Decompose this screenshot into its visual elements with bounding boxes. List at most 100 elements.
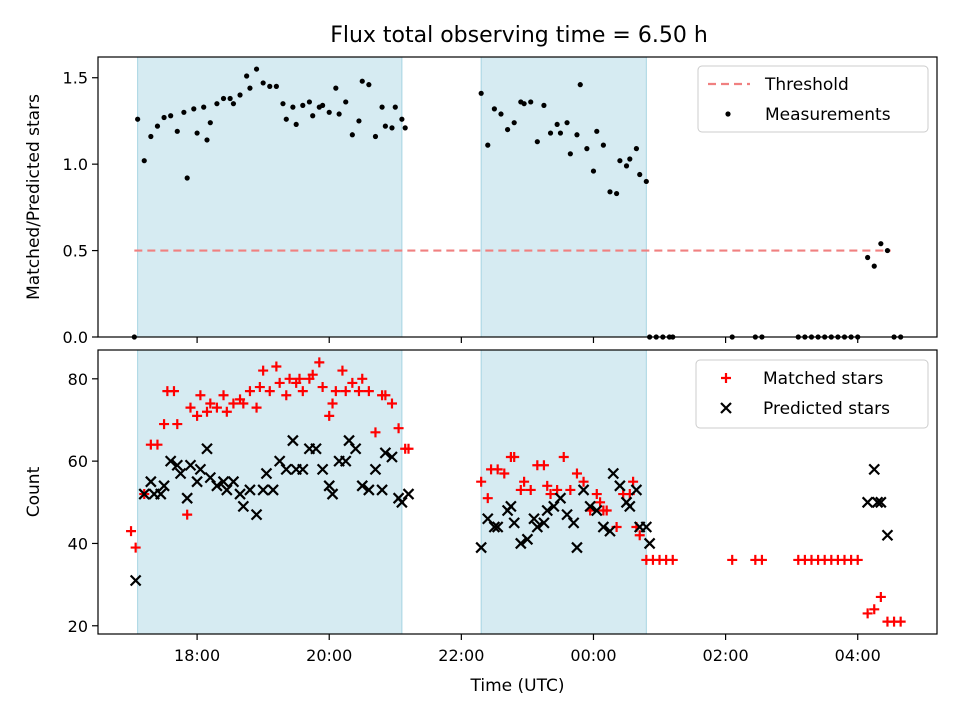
data-point [871, 496, 884, 509]
y-tick-label: 80 [68, 370, 88, 389]
data-point [498, 111, 504, 117]
data-point [201, 104, 207, 110]
figure-title: Flux total observing time = 6.50 h [330, 23, 708, 48]
data-point [211, 402, 222, 413]
data-point [392, 104, 398, 110]
data-point [237, 92, 243, 98]
data-point [267, 83, 273, 89]
data-point [597, 521, 610, 533]
axes-frame [97, 349, 938, 635]
data-point [554, 121, 560, 128]
data-point [491, 521, 504, 533]
data-point [396, 496, 408, 509]
data-point [376, 484, 388, 496]
data-point [260, 467, 273, 480]
observing-span-1 [480, 56, 647, 338]
data-point [349, 132, 355, 138]
data-point [126, 526, 137, 537]
data-point [379, 447, 392, 459]
x-tick-label: 00:00 [570, 646, 616, 665]
data-point [541, 102, 547, 108]
data-point [251, 402, 262, 413]
data-point [558, 452, 569, 463]
data-point [607, 467, 620, 480]
legend-label: Predicted stars [763, 399, 890, 419]
data-point [294, 373, 305, 384]
data-point [571, 468, 582, 479]
data-point [326, 109, 332, 115]
data-point [628, 476, 639, 487]
data-point [227, 475, 240, 488]
data-point [640, 521, 653, 533]
data-point [594, 128, 600, 134]
data-point [756, 554, 767, 565]
data-point [347, 377, 358, 388]
data-point [191, 475, 203, 488]
data-point [386, 398, 397, 409]
data-point [475, 541, 487, 554]
data-point [380, 390, 391, 401]
data-point [525, 484, 536, 495]
data-point [633, 146, 640, 152]
data-point [253, 66, 260, 72]
data-point [548, 500, 560, 513]
data-point [613, 190, 620, 197]
data-point [185, 402, 196, 413]
data-point [247, 85, 253, 91]
data-point [476, 476, 487, 487]
legend-label: Matched stars [763, 369, 883, 389]
data-point [297, 463, 309, 476]
data-point [211, 480, 223, 492]
data-point [884, 247, 891, 254]
data-point [257, 484, 269, 496]
data-point [485, 142, 491, 148]
y-tick-label: 1.0 [63, 155, 88, 174]
data-point [330, 386, 341, 397]
data-point [184, 459, 197, 472]
data-point [531, 521, 544, 533]
data-point [601, 505, 612, 516]
data-point [538, 460, 549, 471]
data-point [202, 406, 213, 417]
legend-swatch [720, 402, 732, 414]
data-point [363, 386, 374, 397]
data-point [172, 419, 183, 430]
data-point [324, 410, 335, 421]
data-point [590, 504, 603, 517]
data-point [604, 525, 616, 537]
data-point [258, 365, 269, 376]
data-point [534, 139, 540, 145]
top-ratio-panel: 0.0 0.5 1.0 1.5 Matched/Predicted stars Thres… [24, 56, 938, 347]
legend-label: Measurements [765, 105, 891, 125]
data-point [281, 390, 292, 401]
data-point [627, 156, 633, 162]
data-point [557, 130, 564, 136]
data-point [600, 142, 606, 148]
data-point [154, 488, 167, 500]
data-point [174, 128, 180, 134]
data-point [643, 178, 649, 185]
data-point [284, 373, 295, 384]
data-point [191, 106, 197, 112]
data-point [141, 158, 147, 164]
data-point [538, 517, 550, 529]
data-point [614, 480, 626, 492]
data-point [228, 398, 239, 409]
data-point [519, 476, 530, 487]
data-point [623, 163, 630, 169]
data-point [491, 106, 497, 112]
data-point [337, 365, 348, 376]
data-point [221, 484, 233, 496]
data-point [508, 517, 520, 529]
data-point [607, 189, 613, 195]
data-point [521, 101, 527, 107]
data-point [314, 357, 325, 368]
data-point [478, 90, 484, 96]
data-point [316, 463, 329, 476]
data-point [135, 116, 141, 122]
data-point [237, 500, 250, 513]
data-point [244, 386, 255, 397]
data-point [875, 591, 886, 602]
data-point [333, 85, 339, 91]
data-point [667, 554, 678, 565]
